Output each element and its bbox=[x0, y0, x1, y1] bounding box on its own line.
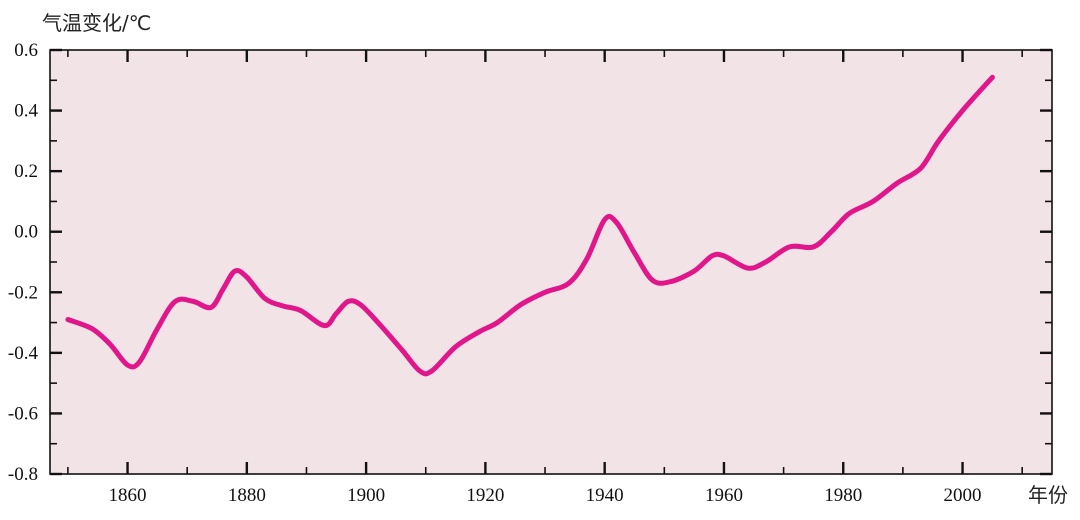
y-tick-label: -0.8 bbox=[8, 464, 38, 485]
y-tick-label: -0.2 bbox=[8, 282, 38, 303]
series-line bbox=[65, 74, 995, 377]
y-tick-label: 0.0 bbox=[14, 222, 38, 243]
y-tick-labels: -0.8 -0.6 -0.4 -0.2 0.0 0.2 0.4 0.6 bbox=[8, 40, 39, 485]
x-tick-label: 1980 bbox=[824, 485, 862, 506]
plot-background bbox=[50, 50, 1052, 474]
x-tick-label: 1920 bbox=[466, 485, 504, 506]
y-tick-label: 0.6 bbox=[14, 40, 38, 61]
x-tick-label: 1940 bbox=[586, 485, 624, 506]
y-tick-label: -0.4 bbox=[8, 343, 39, 364]
y-axis-label: 气温变化/℃ bbox=[42, 11, 151, 35]
x-tick-label: 1900 bbox=[347, 485, 385, 506]
x-tick-label: 1880 bbox=[228, 485, 266, 506]
x-tick-labels: 1860 1880 1900 1920 1940 1960 1980 2000 bbox=[109, 485, 982, 506]
x-tick-label: 1860 bbox=[109, 485, 147, 506]
plot-frame bbox=[49, 49, 1053, 475]
tick-marks bbox=[50, 48, 1052, 476]
y-tick-label: -0.6 bbox=[8, 403, 38, 424]
x-tick-label: 1960 bbox=[705, 485, 743, 506]
x-axis-label: 年份 bbox=[1028, 483, 1068, 507]
y-tick-label: 0.2 bbox=[14, 161, 38, 182]
y-tick-label: 0.4 bbox=[14, 101, 38, 122]
x-tick-label: 2000 bbox=[944, 485, 982, 506]
